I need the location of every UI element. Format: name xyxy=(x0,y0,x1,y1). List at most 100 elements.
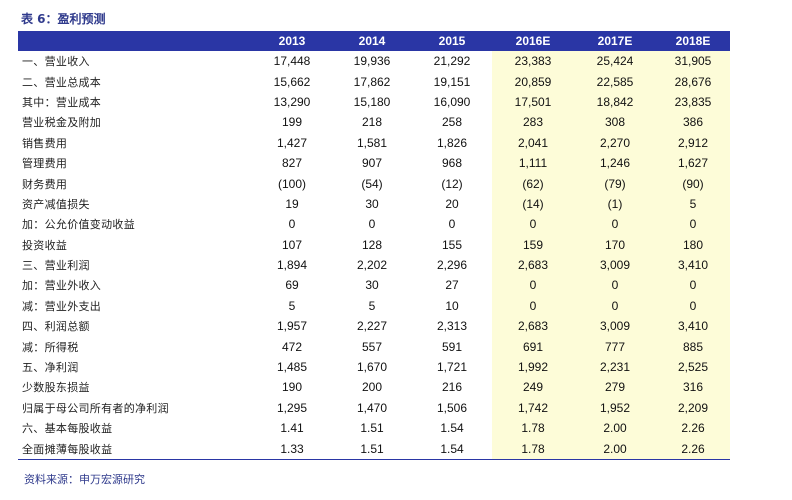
value-cell: 5 xyxy=(368,298,376,313)
value-cell: 0 xyxy=(288,217,296,232)
value-cell: 1,470 xyxy=(356,400,388,415)
profit-forecast-table: 2013 2014 2015 2016E 2017E 2018E 一、营业收入 1… xyxy=(18,31,730,460)
value-cell: 19,936 xyxy=(353,54,391,69)
header-row: 2013 2014 2015 2016E 2017E 2018E xyxy=(18,31,730,51)
value-cell: 1,721 xyxy=(436,360,468,375)
estimate-cell: 2,231 xyxy=(574,356,656,378)
value-cell: 1,506 xyxy=(436,400,468,415)
estimate-cell: 20,859 xyxy=(492,71,574,92)
row-label: 五、净利润 xyxy=(22,361,79,375)
estimate-cell: 283 xyxy=(492,112,574,133)
value-cell: 472 xyxy=(281,339,303,354)
estimate-cell: 2,683 xyxy=(492,316,574,337)
value-cell: 1.54 xyxy=(412,438,492,460)
table-row: 营业税金及附加 199 218 258 283 308 386 xyxy=(18,112,730,133)
value-cell: 2,202 xyxy=(356,258,388,273)
table-row: 归属于母公司所有者的净利润 1,295 1,470 1,506 1,742 1,952 2,… xyxy=(18,397,730,419)
value-cell: 128 xyxy=(361,237,383,252)
estimate-cell: 0 xyxy=(574,295,656,317)
estimate-cell: 28,676 xyxy=(656,71,730,92)
column-header: 2016E xyxy=(492,31,574,51)
estimate-cell: 0 xyxy=(492,214,574,235)
table-row: 二、营业总成本 15,662 17,862 19,151 20,859 22,585 28,… xyxy=(18,71,730,92)
column-header xyxy=(18,31,252,51)
table-row: 销售费用 1,427 1,581 1,826 2,041 2,270 2,912 xyxy=(18,132,730,153)
column-header: 2015 xyxy=(412,31,492,51)
estimate-cell: 249 xyxy=(492,377,574,398)
value-cell: (100) xyxy=(277,176,306,191)
value-cell: 1.41 xyxy=(280,421,304,436)
estimate-cell: 3,410 xyxy=(656,316,730,337)
estimate-cell: 3,009 xyxy=(574,316,656,337)
source-note: 资料来源：申万宏源研究 xyxy=(24,473,145,486)
estimate-cell: 31,905 xyxy=(656,51,730,72)
row-label: 六、基本每股收益 xyxy=(22,422,113,436)
estimate-cell: (14) xyxy=(492,193,574,215)
estimate-cell: (62) xyxy=(492,173,574,194)
value-cell: 1.54 xyxy=(440,421,464,436)
value-cell: 200 xyxy=(361,380,383,395)
value-cell: 827 xyxy=(281,156,303,171)
row-label: 资产减值损失 xyxy=(22,197,90,211)
row-label: 投资收益 xyxy=(22,238,68,252)
row-label: 归属于母公司所有者的净利润 xyxy=(22,401,169,415)
value-cell: 1,957 xyxy=(276,319,308,334)
value-cell: 2,296 xyxy=(436,258,468,273)
value-cell: 5 xyxy=(288,298,296,313)
row-label: 营业税金及附加 xyxy=(22,116,102,130)
estimate-cell: 2.00 xyxy=(574,418,656,439)
estimate-cell: 0 xyxy=(574,214,656,235)
estimate-cell: 0 xyxy=(492,275,574,296)
value-cell: 907 xyxy=(361,156,383,171)
estimate-cell: 2,525 xyxy=(656,356,730,378)
row-label: 财务费用 xyxy=(22,177,68,191)
value-cell: 968 xyxy=(441,156,463,171)
estimate-cell: 3,410 xyxy=(656,254,730,276)
estimate-cell: 22,585 xyxy=(574,71,656,92)
value-cell: 0 xyxy=(448,217,456,232)
table-row: 减：所得税 472 557 591 691 777 885 xyxy=(18,336,730,357)
table-row: 加：营业外收入 69 30 27 0 0 0 xyxy=(18,275,730,296)
row-label: 一、营业收入 xyxy=(22,55,90,69)
estimate-cell: 0 xyxy=(656,295,730,317)
value-cell: 1,581 xyxy=(356,135,388,150)
estimate-cell: 23,835 xyxy=(656,91,730,113)
value-cell: 27 xyxy=(445,278,459,293)
table-row: 投资收益 107 128 155 159 170 180 xyxy=(18,234,730,255)
value-cell: 15,662 xyxy=(273,74,311,89)
estimate-cell: 2,041 xyxy=(492,132,574,153)
value-cell: 10 xyxy=(445,298,459,313)
estimate-cell: (90) xyxy=(656,173,730,194)
column-header: 2018E xyxy=(656,31,730,51)
table-row: 加：公允价值变动收益 0 0 0 0 0 0 xyxy=(18,214,730,235)
estimate-cell: 2.26 xyxy=(656,418,730,439)
estimate-cell: 1,246 xyxy=(574,152,656,174)
table-row: 一、营业收入 17,448 19,936 21,292 23,383 25,424 31,9… xyxy=(18,51,730,72)
estimate-cell: 159 xyxy=(492,234,574,255)
value-cell: 1,670 xyxy=(356,360,388,375)
estimate-cell: 2,209 xyxy=(656,397,730,419)
estimate-cell: 17,501 xyxy=(492,91,574,113)
value-cell: 19,151 xyxy=(433,74,471,89)
row-label: 全面摊薄每股收益 xyxy=(18,438,252,460)
value-cell: 2,227 xyxy=(356,319,388,334)
estimate-cell: 18,842 xyxy=(574,91,656,113)
value-cell: 2,313 xyxy=(436,319,468,334)
row-label: 其中：营业成本 xyxy=(22,95,102,109)
column-header: 2017E xyxy=(574,31,656,51)
value-cell: 258 xyxy=(441,115,463,130)
value-cell: 20 xyxy=(445,196,459,211)
row-label: 减：所得税 xyxy=(22,340,79,354)
estimate-cell: (1) xyxy=(574,193,656,215)
table-row: 少数股东损益 190 200 216 249 279 316 xyxy=(18,377,730,398)
estimate-cell: 1,742 xyxy=(492,397,574,419)
estimate-cell: 23,383 xyxy=(492,51,574,72)
table-row: 五、净利润 1,485 1,670 1,721 1,992 2,231 2,525 xyxy=(18,356,730,378)
row-label: 加：公允价值变动收益 xyxy=(22,218,135,232)
estimate-cell: 2,683 xyxy=(492,254,574,276)
estimate-cell: 0 xyxy=(492,295,574,317)
estimate-cell: 279 xyxy=(574,377,656,398)
row-label: 三、营业利润 xyxy=(22,259,90,273)
value-cell: 19 xyxy=(285,196,299,211)
value-cell: 1,894 xyxy=(276,258,308,273)
